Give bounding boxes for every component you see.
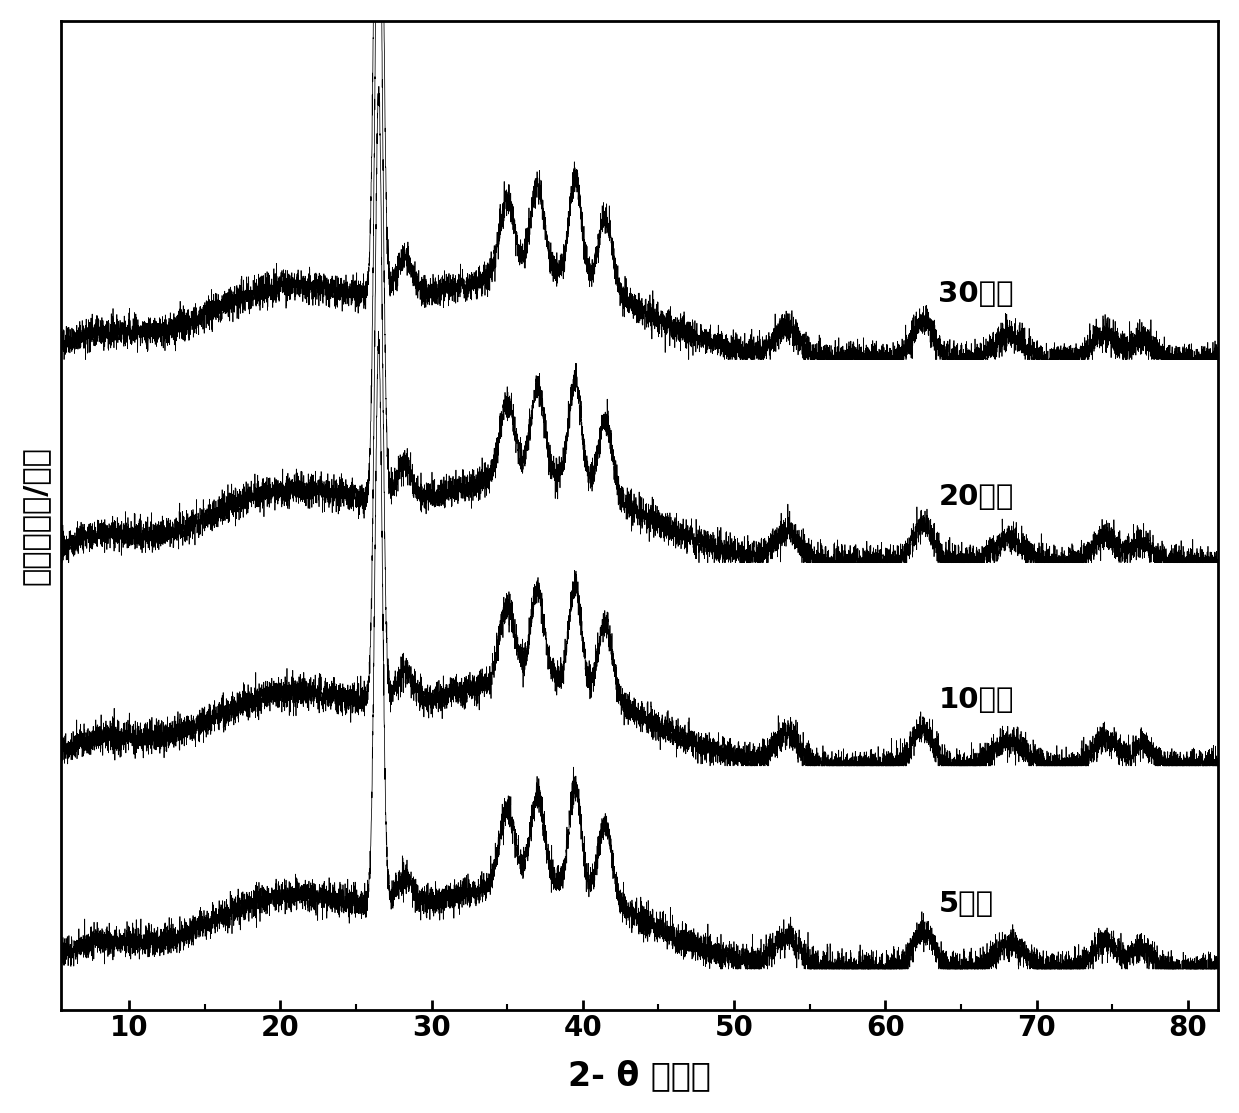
Y-axis label: 强度（计数/秒）: 强度（计数/秒） xyxy=(21,446,50,584)
Text: 5分钟: 5分钟 xyxy=(938,889,994,917)
Text: 30分钟: 30分钟 xyxy=(938,280,1014,308)
Text: 20分钟: 20分钟 xyxy=(938,483,1014,511)
Text: 10分钟: 10分钟 xyxy=(938,687,1014,715)
X-axis label: 2- θ （度）: 2- θ （度） xyxy=(569,1060,711,1092)
